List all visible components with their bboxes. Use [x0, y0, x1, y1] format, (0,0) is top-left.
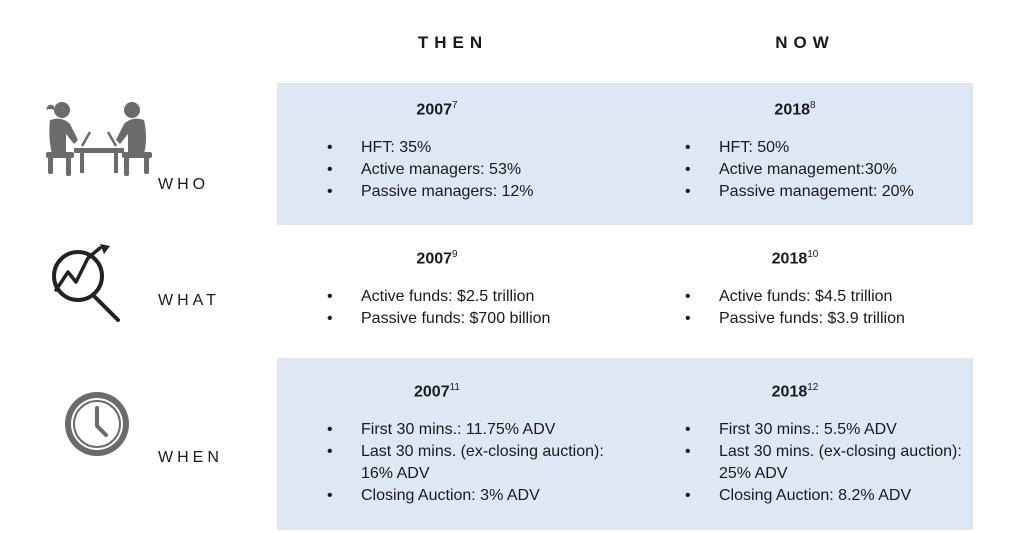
bullet-item: Passive management: 20%: [677, 181, 997, 203]
bullet-item: First 30 mins.: 5.5% ADV: [677, 419, 997, 441]
cell-what-now: 201810 Active funds: $4.5 trillionPassive…: [677, 249, 997, 330]
year-heading: 20188: [635, 100, 955, 119]
bullet-item: First 30 mins.: 11.75% ADV: [319, 419, 639, 441]
bullet-item: Closing Auction: 8.2% ADV: [677, 485, 997, 507]
column-header-then: THEN: [417, 33, 489, 52]
footnote-ref: 9: [452, 249, 458, 260]
bullet-list: HFT: 50%Active management:30%Passive man…: [677, 137, 997, 203]
bullet-item: Active funds: $4.5 trillion: [677, 286, 997, 308]
cell-when-now: 201812 First 30 mins.: 5.5% ADVLast 30 mi…: [677, 382, 997, 507]
bullet-item: Passive funds: $3.9 trillion: [677, 308, 997, 330]
year-value: 2018: [771, 250, 808, 268]
footnote-ref: 10: [807, 249, 819, 260]
bullet-item: Last 30 mins. (ex-closing auction): 16% …: [319, 441, 639, 485]
year-value: 2007: [416, 250, 453, 268]
bullet-item: Closing Auction: 3% ADV: [319, 485, 639, 507]
bullet-item: Last 30 mins. (ex-closing auction): 25% …: [677, 441, 997, 485]
bullet-item: HFT: 35%: [319, 137, 639, 159]
bullet-list: Active funds: $2.5 trillionPassive funds…: [319, 286, 639, 330]
year-heading: 201810: [635, 249, 955, 268]
row-label-who: WHO: [158, 176, 210, 193]
year-value: 2018: [771, 383, 808, 401]
bullet-item: Active funds: $2.5 trillion: [319, 286, 639, 308]
footnote-ref: 7: [452, 100, 458, 111]
year-value: 2007: [416, 101, 453, 119]
bullet-list: HFT: 35%Active managers: 53%Passive mana…: [319, 137, 639, 203]
footnote-ref: 11: [449, 382, 460, 393]
people-at-laptops-icon: [46, 102, 152, 176]
bullet-list: First 30 mins.: 5.5% ADVLast 30 mins. (e…: [677, 419, 997, 507]
year-heading: 201812: [635, 382, 955, 401]
bullet-item: Passive funds: $700 billion: [319, 308, 639, 330]
year-heading: 20077: [277, 100, 597, 119]
year-heading: 200711: [277, 382, 597, 401]
bullet-item: Active managers: 53%: [319, 159, 639, 181]
bullet-item: HFT: 50%: [677, 137, 997, 159]
row-label-when: WHEN: [158, 449, 223, 466]
year-value: 2018: [774, 101, 811, 119]
clock-icon: [65, 392, 129, 456]
column-header-now: NOW: [775, 33, 835, 52]
footnote-ref: 8: [810, 100, 816, 111]
cell-who-then: 20077 HFT: 35%Active managers: 53%Passive…: [319, 100, 639, 203]
cell-when-then: 200711 First 30 mins.: 11.75% ADVLast 30 …: [319, 382, 639, 507]
cell-who-now: 20188 HFT: 50%Active management:30%Passiv…: [677, 100, 997, 203]
bullet-item: Passive managers: 12%: [319, 181, 639, 203]
row-label-what: WHAT: [158, 292, 220, 309]
bullet-list: Active funds: $4.5 trillionPassive funds…: [677, 286, 997, 330]
bullet-item: Active management:30%: [677, 159, 997, 181]
magnifier-growth-chart-icon: [52, 244, 120, 322]
bullet-list: First 30 mins.: 11.75% ADVLast 30 mins. …: [319, 419, 639, 507]
year-value: 2007: [414, 383, 450, 401]
footnote-ref: 12: [807, 382, 819, 393]
year-heading: 20079: [277, 249, 597, 268]
cell-what-then: 20079 Active funds: $2.5 trillionPassive …: [319, 249, 639, 330]
